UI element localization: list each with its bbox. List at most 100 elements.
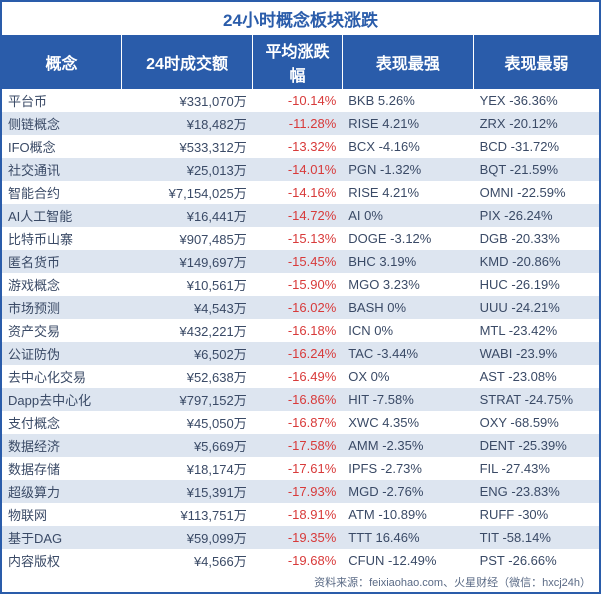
table-row: AI人工智能¥16,441万-14.72%AI 0%PIX -26.24% <box>2 204 599 227</box>
table-row: 支付概念¥45,050万-16.87%XWC 4.35%OXY -68.59% <box>2 411 599 434</box>
cell-best: BCX -4.16% <box>342 135 473 158</box>
cell-worst: PST -26.66% <box>474 549 599 572</box>
cell-volume: ¥16,441万 <box>121 204 252 227</box>
cell-volume: ¥113,751万 <box>121 503 252 526</box>
table-row: 数据存储¥18,174万-17.61%IPFS -2.73%FIL -27.43… <box>2 457 599 480</box>
cell-worst: STRAT -24.75% <box>474 388 599 411</box>
cell-volume: ¥331,070万 <box>121 89 252 112</box>
cell-best: MGD -2.76% <box>342 480 473 503</box>
cell-best: BHC 3.19% <box>342 250 473 273</box>
cell-volume: ¥15,391万 <box>121 480 252 503</box>
cell-best: AI 0% <box>342 204 473 227</box>
table-title: 24小时概念板块涨跌 <box>2 2 599 35</box>
cell-concept: 平台币 <box>2 89 121 112</box>
cell-concept: 资产交易 <box>2 319 121 342</box>
cell-concept: 市场预测 <box>2 296 121 319</box>
cell-volume: ¥25,013万 <box>121 158 252 181</box>
cell-volume: ¥7,154,025万 <box>121 181 252 204</box>
sector-table-container: 24小时概念板块涨跌 概念24时成交额平均涨跌幅表现最强表现最弱 平台币¥331… <box>0 0 601 594</box>
cell-concept: 数据存储 <box>2 457 121 480</box>
cell-volume: ¥5,669万 <box>121 434 252 457</box>
cell-worst: ENG -23.83% <box>474 480 599 503</box>
cell-worst: YEX -36.36% <box>474 89 599 112</box>
cell-best: MGO 3.23% <box>342 273 473 296</box>
cell-volume: ¥907,485万 <box>121 227 252 250</box>
cell-concept: 比特币山寨 <box>2 227 121 250</box>
cell-best: DOGE -3.12% <box>342 227 473 250</box>
cell-volume: ¥10,561万 <box>121 273 252 296</box>
cell-worst: FIL -27.43% <box>474 457 599 480</box>
table-row: 匿名货币¥149,697万-15.45%BHC 3.19%KMD -20.86% <box>2 250 599 273</box>
cell-worst: RUFF -30% <box>474 503 599 526</box>
cell-change: -13.32% <box>253 135 343 158</box>
cell-volume: ¥432,221万 <box>121 319 252 342</box>
table-row: 平台币¥331,070万-10.14%BKB 5.26%YEX -36.36% <box>2 89 599 112</box>
table-row: 市场预测¥4,543万-16.02%BASH 0%UUU -24.21% <box>2 296 599 319</box>
cell-worst: OXY -68.59% <box>474 411 599 434</box>
cell-change: -17.93% <box>253 480 343 503</box>
cell-best: BASH 0% <box>342 296 473 319</box>
column-header-change: 平均涨跌幅 <box>253 35 343 89</box>
table-row: 公证防伪¥6,502万-16.24%TAC -3.44%WABI -23.9% <box>2 342 599 365</box>
column-header-volume: 24时成交额 <box>121 35 252 89</box>
cell-worst: TIT -58.14% <box>474 526 599 549</box>
cell-concept: Dapp去中心化 <box>2 388 121 411</box>
cell-volume: ¥4,543万 <box>121 296 252 319</box>
table-header-row: 概念24时成交额平均涨跌幅表现最强表现最弱 <box>2 35 599 89</box>
cell-concept: 游戏概念 <box>2 273 121 296</box>
cell-concept: 基于DAG <box>2 526 121 549</box>
cell-change: -14.01% <box>253 158 343 181</box>
cell-best: TAC -3.44% <box>342 342 473 365</box>
table-row: 物联网¥113,751万-18.91%ATM -10.89%RUFF -30% <box>2 503 599 526</box>
cell-concept: 超级算力 <box>2 480 121 503</box>
cell-change: -11.28% <box>253 112 343 135</box>
cell-concept: IFO概念 <box>2 135 121 158</box>
cell-change: -15.90% <box>253 273 343 296</box>
cell-best: HIT -7.58% <box>342 388 473 411</box>
cell-volume: ¥18,482万 <box>121 112 252 135</box>
table-row: IFO概念¥533,312万-13.32%BCX -4.16%BCD -31.7… <box>2 135 599 158</box>
cell-worst: AST -23.08% <box>474 365 599 388</box>
cell-concept: AI人工智能 <box>2 204 121 227</box>
cell-best: ICN 0% <box>342 319 473 342</box>
cell-best: TTT 16.46% <box>342 526 473 549</box>
cell-worst: KMD -20.86% <box>474 250 599 273</box>
table-row: 内容版权¥4,566万-19.68%CFUN -12.49%PST -26.66… <box>2 549 599 572</box>
cell-change: -14.16% <box>253 181 343 204</box>
cell-worst: UUU -24.21% <box>474 296 599 319</box>
cell-worst: PIX -26.24% <box>474 204 599 227</box>
cell-volume: ¥4,566万 <box>121 549 252 572</box>
table-row: 数据经济¥5,669万-17.58%AMM -2.35%DENT -25.39% <box>2 434 599 457</box>
cell-worst: BCD -31.72% <box>474 135 599 158</box>
cell-volume: ¥45,050万 <box>121 411 252 434</box>
cell-concept: 去中心化交易 <box>2 365 121 388</box>
table-row: 去中心化交易¥52,638万-16.49%OX 0%AST -23.08% <box>2 365 599 388</box>
cell-best: AMM -2.35% <box>342 434 473 457</box>
cell-concept: 物联网 <box>2 503 121 526</box>
cell-change: -16.87% <box>253 411 343 434</box>
cell-concept: 公证防伪 <box>2 342 121 365</box>
cell-change: -16.24% <box>253 342 343 365</box>
table-row: 比特币山寨¥907,485万-15.13%DOGE -3.12%DGB -20.… <box>2 227 599 250</box>
cell-worst: HUC -26.19% <box>474 273 599 296</box>
cell-volume: ¥52,638万 <box>121 365 252 388</box>
cell-change: -19.68% <box>253 549 343 572</box>
cell-volume: ¥149,697万 <box>121 250 252 273</box>
cell-change: -15.13% <box>253 227 343 250</box>
cell-volume: ¥6,502万 <box>121 342 252 365</box>
table-row: 侧链概念¥18,482万-11.28%RISE 4.21%ZRX -20.12% <box>2 112 599 135</box>
cell-best: IPFS -2.73% <box>342 457 473 480</box>
table-row: 超级算力¥15,391万-17.93%MGD -2.76%ENG -23.83% <box>2 480 599 503</box>
cell-change: -10.14% <box>253 89 343 112</box>
cell-change: -15.45% <box>253 250 343 273</box>
table-row: 资产交易¥432,221万-16.18%ICN 0%MTL -23.42% <box>2 319 599 342</box>
table-row: 基于DAG¥59,099万-19.35%TTT 16.46%TIT -58.14… <box>2 526 599 549</box>
cell-best: RISE 4.21% <box>342 112 473 135</box>
cell-change: -14.72% <box>253 204 343 227</box>
cell-volume: ¥797,152万 <box>121 388 252 411</box>
cell-best: BKB 5.26% <box>342 89 473 112</box>
table-body: 平台币¥331,070万-10.14%BKB 5.26%YEX -36.36%侧… <box>2 89 599 572</box>
cell-volume: ¥533,312万 <box>121 135 252 158</box>
cell-concept: 侧链概念 <box>2 112 121 135</box>
cell-concept: 智能合约 <box>2 181 121 204</box>
